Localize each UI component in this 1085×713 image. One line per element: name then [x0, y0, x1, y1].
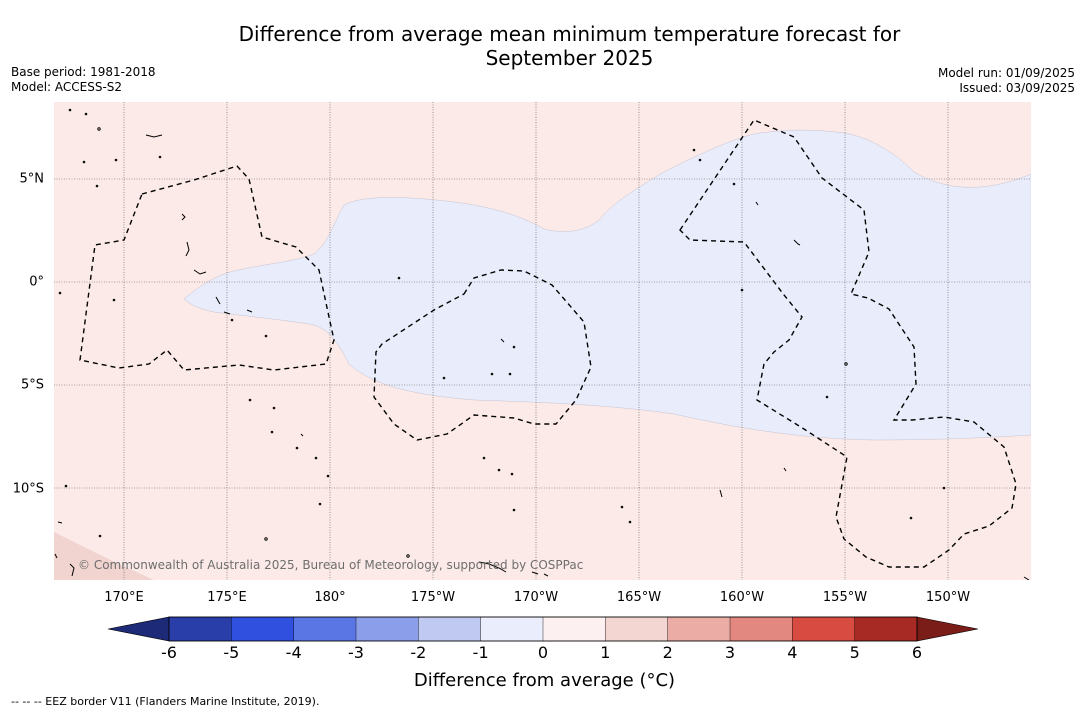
colorbar-tick-label: 1 [600, 643, 611, 662]
colorbar-segment [168, 616, 232, 642]
lon-label-180: 180° [314, 590, 346, 605]
colorbar-over-arrow [916, 616, 978, 642]
colorbar-tick-label: -4 [285, 643, 302, 662]
colorbar-segment [605, 616, 669, 642]
colorbar-segments [168, 616, 918, 642]
lon-label-165w: 165°W [616, 590, 662, 605]
colorbar-tick-label: 6 [911, 643, 923, 662]
lon-label-160w: 160°W [719, 590, 765, 605]
colorbar-tick-label: 4 [787, 643, 798, 662]
lat-label-10s: 10°S [12, 481, 44, 497]
cool-anomaly-region [183, 129, 1031, 441]
colorbar-tick-label: -6 [161, 643, 177, 662]
lon-label-170e: 170°E [104, 590, 144, 605]
colorbar-segment [480, 616, 544, 642]
lat-label-0: 0° [29, 274, 44, 290]
colorbar-segment [542, 616, 606, 642]
lat-label-5n: 5°N [19, 171, 45, 187]
colorbar [108, 616, 978, 642]
colorbar-segment [667, 616, 731, 642]
eez-borders [79, 119, 1017, 568]
colorbar-segment [854, 616, 918, 642]
meta-right: Model run: 01/09/2025 Issued: 03/09/2025 [938, 66, 1075, 96]
lat-label-5s: 5°S [20, 377, 44, 393]
meta-left: Base period: 1981-2018 Model: ACCESS-S2 [11, 65, 156, 95]
colorbar-segment [792, 616, 856, 642]
colorbar-tick-label: 3 [724, 643, 736, 662]
forecast-map [54, 102, 1031, 580]
eez-legend-note: -- -- -- EEZ border V11 (Flanders Marine… [11, 695, 320, 708]
colorbar-tick-label: -1 [472, 643, 489, 662]
colorbar-segment [231, 616, 295, 642]
colorbar-tick-label: -3 [348, 643, 364, 662]
colorbar-tick-label: 0 [537, 643, 549, 662]
graticule [54, 102, 1031, 580]
lon-label-155w: 155°W [822, 590, 868, 605]
lon-label-175w: 175°W [410, 590, 456, 605]
colorbar-tick-label: -2 [410, 643, 427, 662]
colorbar-frame [168, 616, 918, 642]
map-title-line1: Difference from average mean minimum tem… [238, 22, 901, 46]
colorbar-tick-label: 2 [662, 643, 673, 662]
colorbar-under-arrow [108, 616, 170, 642]
colorbar-segment [355, 616, 419, 642]
islands [54, 108, 1030, 580]
lon-label-170w: 170°W [513, 590, 559, 605]
colorbar-segment [729, 616, 793, 642]
colorbar-title: Difference from average (°C) [413, 670, 676, 691]
colorbar-tick-label: -5 [223, 643, 240, 662]
lon-label-150w: 150°W [925, 590, 971, 605]
copyright-notice: © Commonwealth of Australia 2025, Bureau… [78, 558, 584, 572]
colorbar-segment [293, 616, 357, 642]
base-period: Base period: 1981-2018 [11, 65, 156, 79]
model-run: Model run: 01/09/2025 [937, 66, 1075, 80]
lon-label-175e: 175°E [207, 590, 247, 605]
colorbar-tick-label: 5 [849, 643, 860, 662]
issued-date: Issued: 03/09/2025 [959, 81, 1075, 95]
warmer-anomaly-region [54, 532, 154, 580]
model-name: Model: ACCESS-S2 [11, 80, 123, 94]
colorbar-segment [418, 616, 482, 642]
map-title-line2: September 2025 [485, 46, 654, 70]
